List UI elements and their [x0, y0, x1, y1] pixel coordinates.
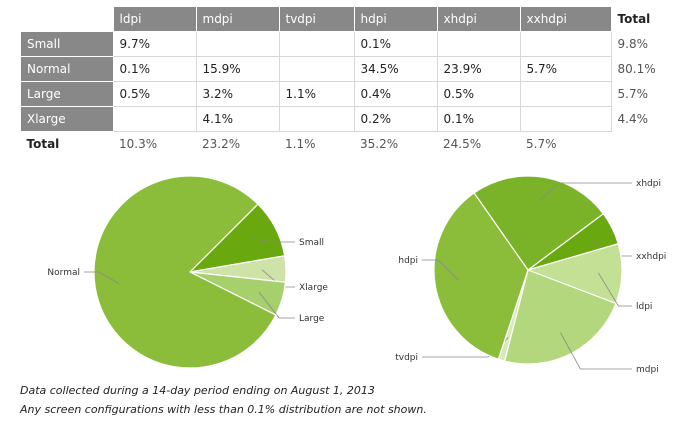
row-total: 4.4%	[611, 106, 664, 132]
table-header-row: ldpi mdpi tvdpi hdpi xhdpi xxhdpi Total	[20, 6, 664, 32]
table-cell: 5.7%	[519, 56, 612, 82]
table-cell: 0.4%	[353, 81, 438, 107]
corner-cell	[20, 6, 113, 32]
leader-line-normal	[84, 271, 120, 284]
table-cell: 34.5%	[353, 56, 438, 82]
table-row: Small 9.7% 0.1% 9.8%	[20, 31, 664, 57]
table-cell	[519, 31, 612, 57]
distribution-table: ldpi mdpi tvdpi hdpi xhdpi xxhdpi Total …	[20, 6, 665, 156]
table-cell: 0.5%	[112, 81, 197, 107]
leader-line-mdpi	[560, 332, 632, 370]
table-cell	[278, 31, 355, 57]
table-cell: 3.2%	[195, 81, 280, 107]
table-cell: 0.2%	[353, 106, 438, 132]
total-cell: 10.3%	[119, 137, 158, 151]
pie-slice-hdpi	[433, 192, 529, 360]
row-label: Normal	[20, 56, 114, 82]
table-cell	[436, 31, 521, 57]
row-total: 9.8%	[611, 31, 664, 57]
total-cell: 5.7%	[526, 137, 557, 151]
table-cell: 0.1%	[112, 56, 197, 82]
table-cell: 4.1%	[195, 106, 280, 132]
slice-label-hdpi: hdpi	[398, 256, 418, 266]
total-cell: 23.2%	[202, 137, 241, 151]
table-cell	[519, 81, 612, 107]
leader-line-large	[258, 292, 295, 319]
pie-slice-normal	[93, 175, 277, 369]
table-row: Large 0.5% 3.2% 1.1% 0.4% 0.5% 5.7%	[20, 81, 664, 107]
slice-label-large: Large	[299, 314, 325, 324]
total-row-label: Total	[20, 131, 113, 156]
col-hdpi: hdpi	[353, 6, 438, 32]
row-label: Large	[20, 81, 114, 107]
footnote-date: Data collected during a 14-day period en…	[20, 384, 375, 397]
table-row: Xlarge 4.1% 0.2% 0.1% 4.4%	[20, 106, 664, 132]
leader-line-small	[253, 238, 295, 243]
col-ldpi: ldpi	[112, 6, 197, 32]
leader-line-hdpi	[422, 259, 459, 281]
col-total: Total	[611, 6, 664, 32]
table-cell: 15.9%	[195, 56, 280, 82]
slice-label-tvdpi: tvdpi	[395, 353, 418, 363]
footnote-threshold: Any screen configurations with less than…	[20, 403, 427, 416]
slice-label-mdpi: mdpi	[636, 365, 659, 375]
table-cell: 0.5%	[436, 81, 521, 107]
total-blank	[611, 131, 664, 156]
total-row: Total 10.3% 23.2% 1.1% 35.2% 24.5% 5.7%	[20, 131, 664, 156]
table-cell: 1.1%	[278, 81, 355, 107]
pie-slice-mdpi	[503, 269, 617, 365]
slice-label-xxhdpi: xxhdpi	[636, 252, 666, 262]
col-tvdpi: tvdpi	[278, 6, 355, 32]
row-total: 5.7%	[611, 81, 664, 107]
table-cell: 9.7%	[112, 31, 197, 57]
pie-slice-xhdpi	[473, 175, 605, 271]
table-cell	[112, 106, 197, 132]
slice-label-small: Small	[299, 238, 324, 248]
col-xhdpi: xhdpi	[436, 6, 521, 32]
table-cell	[278, 56, 355, 82]
table-cell: 0.1%	[353, 31, 438, 57]
row-total: 80.1%	[611, 56, 664, 82]
slice-label-xlarge: Xlarge	[299, 283, 328, 293]
total-cell: 35.2%	[360, 137, 399, 151]
table-cell	[278, 106, 355, 132]
leader-line-ldpi	[598, 272, 632, 307]
col-mdpi: mdpi	[195, 6, 280, 32]
table-cell	[195, 31, 280, 57]
row-label: Small	[20, 31, 114, 57]
table-cell: 23.9%	[436, 56, 521, 82]
slice-label-ldpi: ldpi	[636, 302, 652, 312]
col-xxhdpi: xxhdpi	[519, 6, 612, 32]
pie-charts: Small Xlarge Large Normal xxhdpi ldpi mdpi tvdp…	[47, 175, 666, 375]
row-label: Xlarge	[20, 106, 114, 132]
slice-label-normal: Normal	[47, 268, 80, 278]
table-cell	[519, 106, 612, 132]
total-cell: 24.5%	[443, 137, 482, 151]
leader-line-xhdpi	[538, 182, 632, 201]
table-cell: 0.1%	[436, 106, 521, 132]
slice-label-xhdpi: xhdpi	[636, 179, 661, 189]
table-row: Normal 0.1% 15.9% 34.5% 23.9% 5.7% 80.1%	[20, 56, 664, 82]
total-cell: 1.1%	[285, 137, 316, 151]
